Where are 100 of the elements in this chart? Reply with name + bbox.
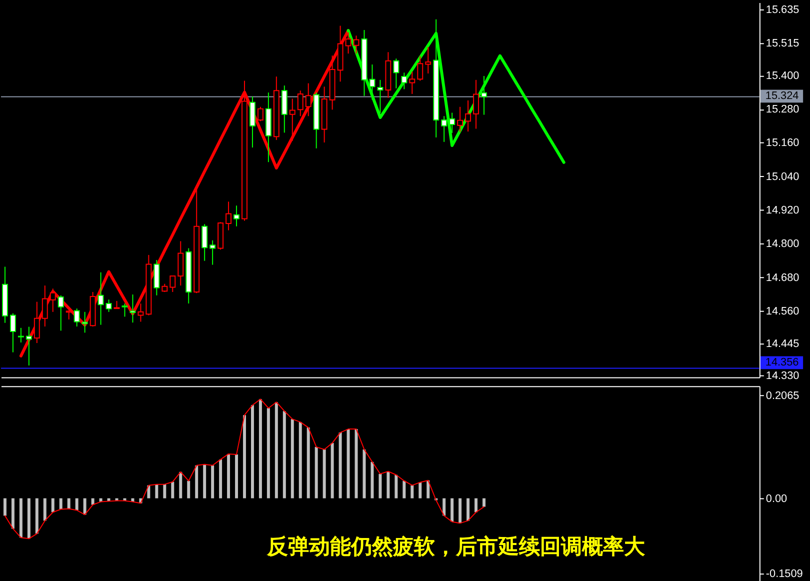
candlestick [202,224,208,262]
candlestick [226,201,232,231]
candlestick [289,98,296,142]
bar [458,498,462,524]
bar [394,474,398,498]
candlestick [82,311,88,334]
bar [330,442,334,498]
bar [187,480,190,498]
bar [418,482,422,498]
candlestick [210,240,216,266]
candlestick [393,58,400,89]
bar [67,498,70,509]
bar [346,429,350,498]
y-tick-label: -0.1509 [766,568,803,580]
candlestick [377,79,384,114]
bar [211,465,214,498]
ref-line-label: 14.356 [765,356,799,369]
candlestick [58,294,64,332]
bar [322,449,326,498]
bar [203,464,206,498]
bar [243,415,246,498]
candlestick [465,100,472,132]
candlestick [417,56,424,82]
candlestick [257,106,264,122]
candlestick [18,327,24,343]
bar [179,472,182,498]
bar [474,498,478,512]
bar [314,446,318,498]
candlestick [425,46,432,74]
bar [466,498,470,521]
bar [250,405,254,498]
bar [426,480,430,498]
bar [386,471,390,498]
bar [195,465,198,498]
annotation: 反弹动能仍然疲软，后市延续回调概率大 [266,534,646,558]
y-tick-label: 14.330 [766,370,800,382]
candlestick [178,240,184,286]
candlestick [34,301,40,344]
y-tick-label: 15.040 [766,170,800,183]
bar [35,498,38,534]
candlestick [170,275,176,292]
bar [227,454,230,498]
bar [370,462,374,498]
candlestick [98,272,104,326]
candlestick [122,302,128,318]
y-tick-label: 15.515 [766,38,800,50]
candlestick [409,71,416,94]
bar [75,498,78,510]
candlestick [297,90,304,117]
bar [3,498,6,516]
bar [171,482,174,498]
bar [43,498,46,521]
candlestick [50,288,56,312]
bar [219,459,222,498]
candlestick [154,260,160,296]
candlestick [42,285,48,327]
candlestick [369,64,376,100]
bar [27,498,30,539]
bar [338,432,342,498]
bar [51,498,54,512]
candlestick [401,72,408,90]
bar [410,485,414,498]
candlestick [305,82,312,117]
y-tick-label: 15.635 [766,4,800,16]
y-tick-label: 14.560 [766,306,800,318]
candlestick [353,35,360,54]
bar [19,498,22,538]
bar [354,429,358,498]
bar [482,498,486,507]
candlestick [10,312,16,353]
y-tick-label: 0.00 [766,492,788,505]
candlestick [250,96,256,148]
bar [59,498,62,510]
candlestick [441,116,448,142]
bar [258,399,262,498]
bar [378,474,382,498]
ref-line-label: 15.324 [765,90,799,102]
y-tick-label: 15.280 [766,104,800,116]
bar [11,498,14,529]
bar [442,498,446,516]
candlestick [481,75,487,116]
y-tick-label: 14.800 [766,238,800,250]
bar [163,484,166,498]
candlestick [281,85,288,134]
y-tick-label: 14.680 [766,272,800,284]
y-tick-label: 14.445 [766,338,800,350]
bar [83,498,86,515]
candlestick [74,308,80,327]
candlestick [234,205,240,227]
y-tick-label: 14.920 [766,204,800,217]
bar [274,402,278,498]
bar [266,408,270,498]
candlestick [473,79,479,130]
y-tick-label: 15.160 [766,137,800,150]
candlestick [457,106,464,132]
bar [306,428,310,498]
bar [402,480,406,498]
y-tick-label: 15.400 [766,70,800,82]
candlestick [138,302,144,322]
bar [298,422,302,498]
